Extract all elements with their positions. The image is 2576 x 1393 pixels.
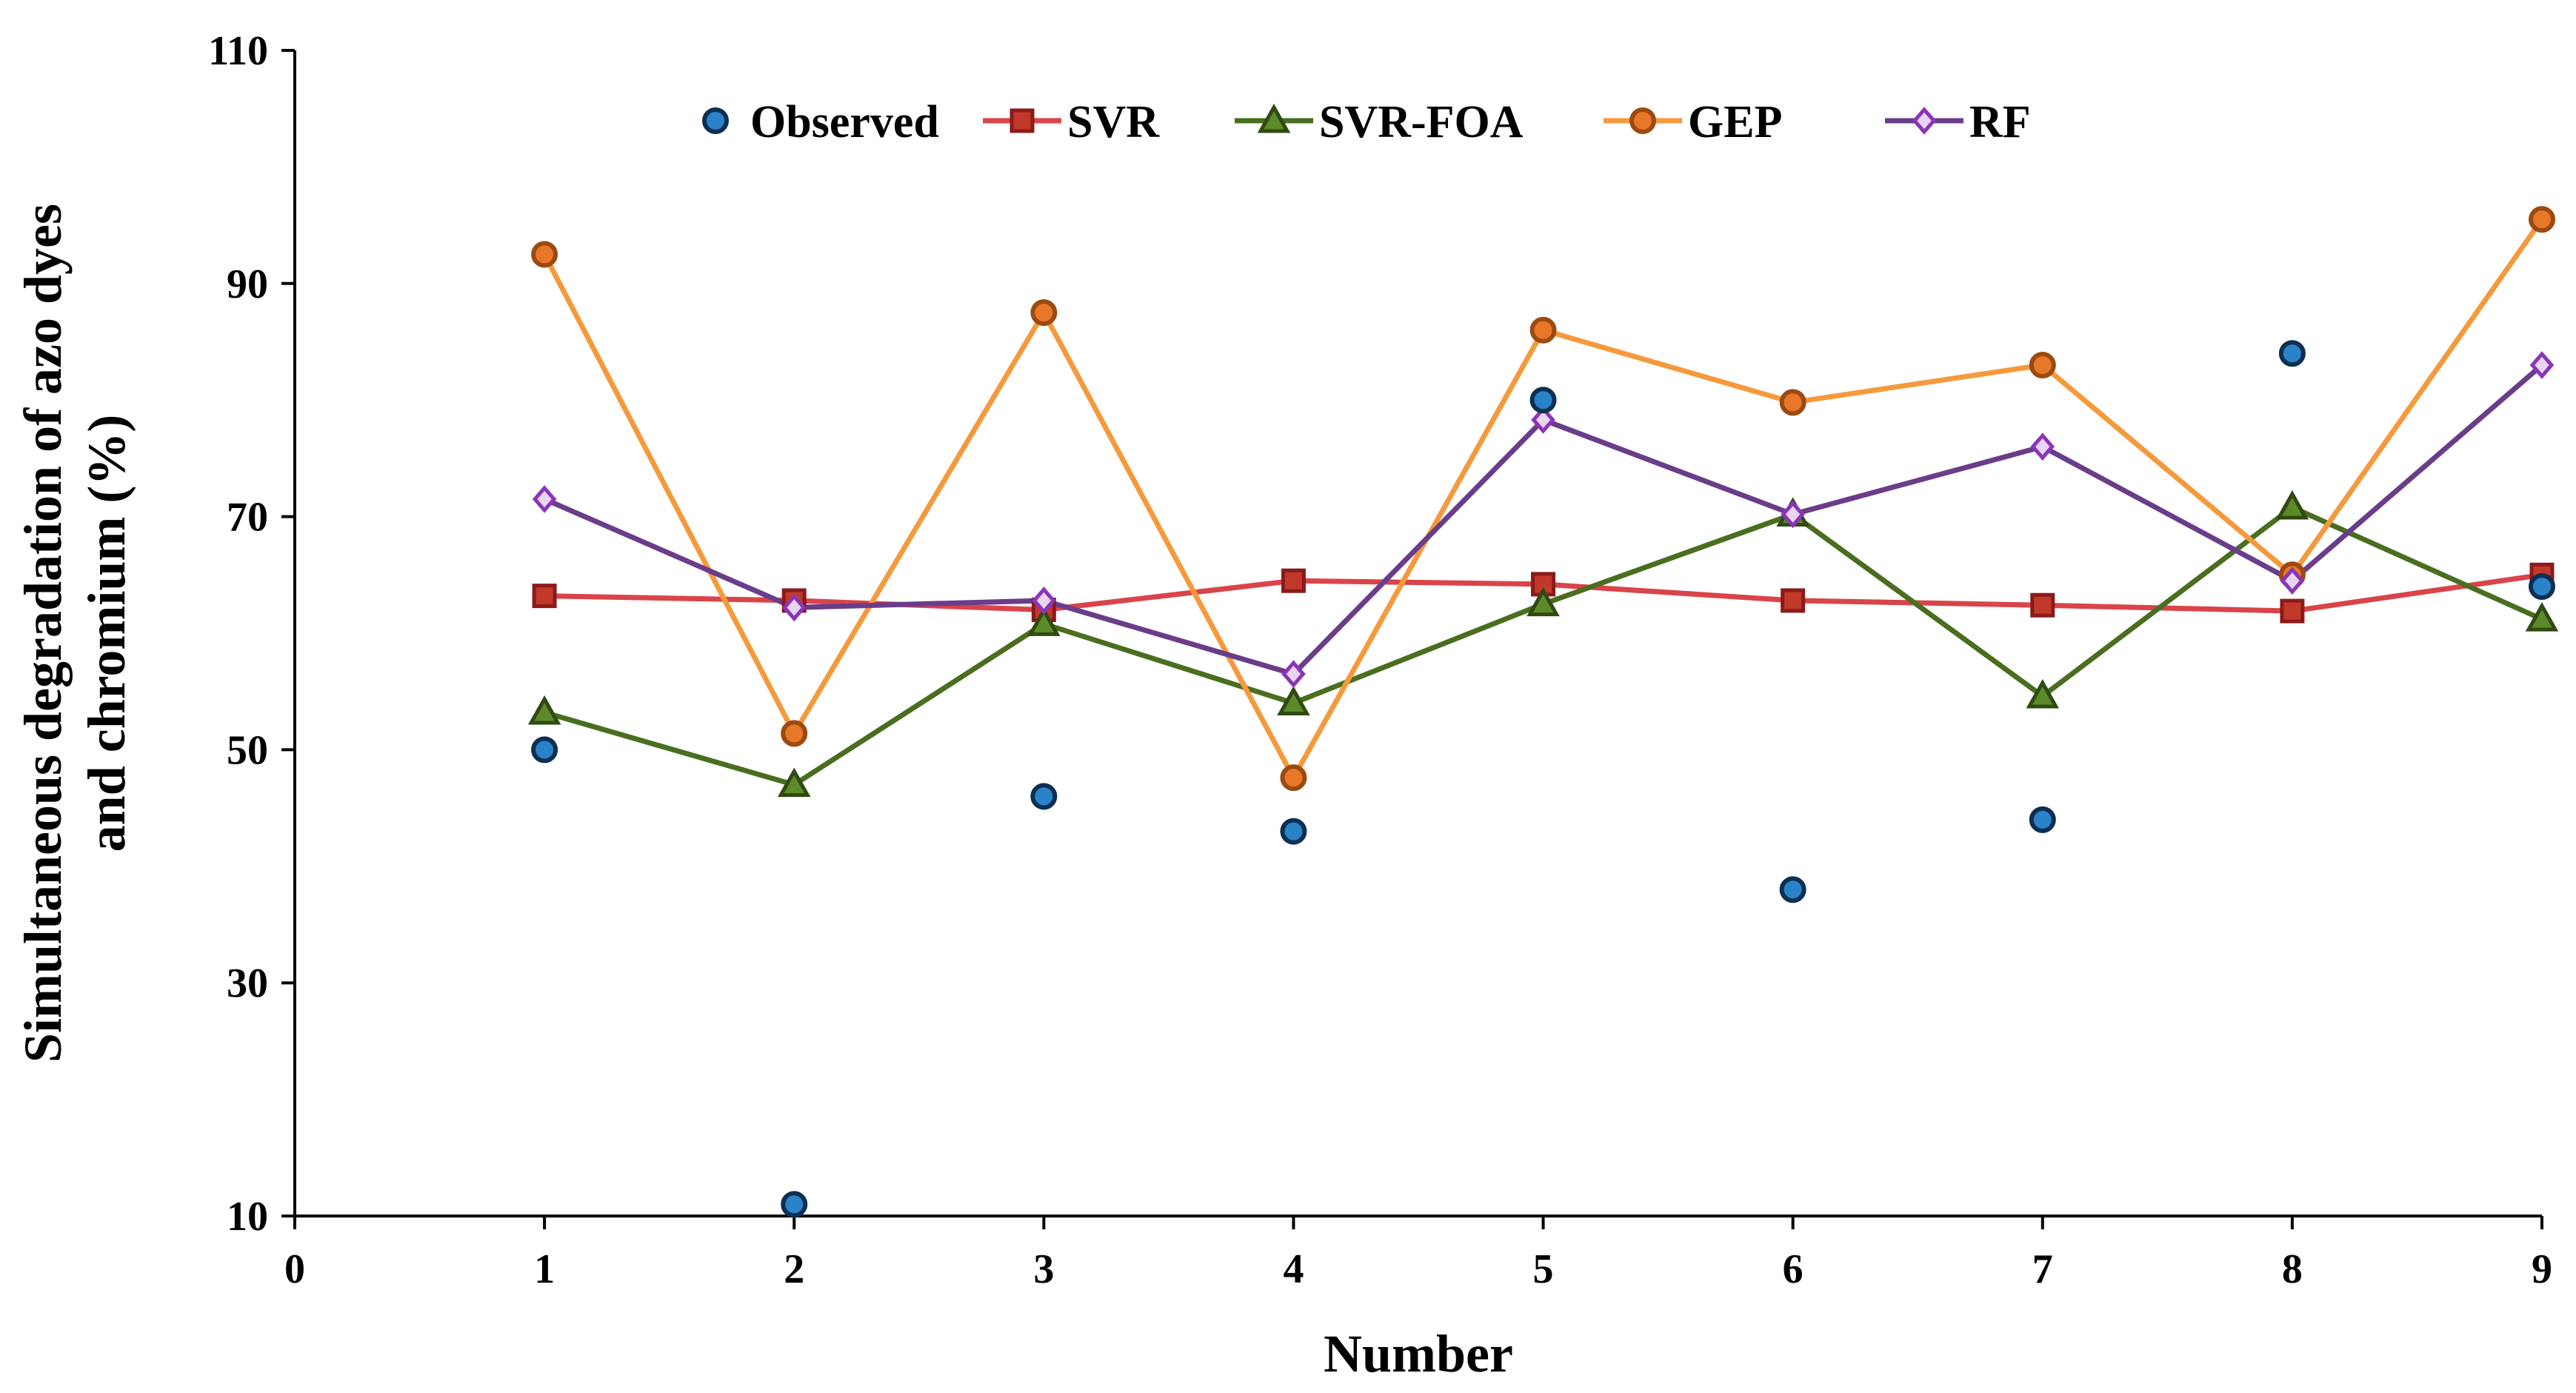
point-svr-foa: [777, 767, 811, 798]
point-gep: [1529, 316, 1557, 344]
legend-label: GEP: [1688, 97, 1782, 147]
legend-item-svr: SVR: [983, 97, 1160, 147]
legend-marker: [1912, 107, 1937, 135]
point-svr-foa: [2525, 602, 2559, 632]
legend: Observed SVR SVR-FOA GEP RF: [702, 97, 2031, 147]
x-tick-label: 2: [784, 1246, 804, 1292]
point-svr-foa: [2275, 490, 2309, 520]
point-svr-foa: [1277, 686, 1310, 715]
point-rf: [781, 593, 807, 622]
axes: [293, 50, 2542, 1217]
point-observed: [2529, 573, 2555, 601]
x-tick-label: 1: [534, 1246, 555, 1292]
x-tick-label: 4: [1283, 1246, 1304, 1292]
series-lines: [542, 218, 2544, 788]
point-rf: [1032, 587, 1056, 615]
x-axis-title: Number: [1324, 1324, 1513, 1383]
point-gep: [2029, 351, 2056, 378]
legend-item-svr-foa: SVR-FOA: [1235, 97, 1524, 147]
y-tick-label: 90: [227, 261, 268, 307]
point-observed: [2029, 806, 2056, 833]
point-rf: [2280, 567, 2305, 595]
x-tick-label: 0: [284, 1246, 305, 1292]
point-rf: [532, 485, 557, 513]
legend-label: Observed: [750, 97, 939, 147]
point-rf: [2529, 351, 2555, 379]
point-svr: [1781, 588, 1806, 613]
point-svr: [1531, 572, 1556, 597]
ticks: 10 30 50 70 90 110 0 1 2 3 4 5 6 7 8 9: [208, 28, 2552, 1292]
legend-marker: [1257, 103, 1291, 133]
y-tick-label: 70: [227, 495, 268, 541]
y-tick-label: 50: [227, 727, 268, 773]
point-observed: [531, 736, 558, 764]
point-gep: [2529, 206, 2555, 233]
legend-marker: [1010, 108, 1035, 133]
series-markers: [527, 206, 2559, 1218]
series-line-gep: [542, 218, 2544, 781]
x-tick-label: 6: [1783, 1246, 1803, 1292]
y-axis-title-line1: Simultaneous degradation of azo dyes: [13, 204, 73, 1063]
point-svr: [2030, 592, 2055, 618]
point-svr: [532, 584, 557, 609]
legend-label: SVR-FOA: [1319, 97, 1524, 147]
legend-item-gep: GEP: [1604, 97, 1782, 147]
x-tick-label: 9: [2532, 1246, 2552, 1292]
x-tick-label: 8: [2282, 1246, 2303, 1292]
legend-label: SVR: [1067, 97, 1160, 147]
point-rf: [2030, 432, 2055, 461]
point-rf: [1281, 660, 1306, 688]
point-svr-foa: [2026, 678, 2060, 709]
point-observed: [1280, 818, 1307, 845]
y-tick-label: 10: [227, 1194, 268, 1240]
point-observed: [1529, 387, 1557, 414]
point-observed: [2278, 340, 2306, 367]
point-gep: [781, 720, 808, 747]
legend-item-rf: RF: [1885, 97, 2031, 147]
point-svr: [2280, 598, 2305, 624]
point-gep: [1030, 299, 1058, 327]
point-observed: [1030, 783, 1058, 810]
legend-marker: [702, 107, 729, 134]
point-gep: [1779, 389, 1806, 416]
legend-item-observed: Observed: [702, 97, 939, 147]
legend-marker: [1629, 107, 1656, 134]
point-svr-foa: [527, 695, 561, 725]
y-tick-label: 110: [208, 28, 268, 74]
point-gep: [1280, 764, 1307, 792]
point-svr-foa: [1526, 587, 1560, 617]
legend-label: RF: [1969, 97, 2031, 147]
x-tick-label: 7: [2032, 1246, 2053, 1292]
point-rf: [1781, 500, 1805, 529]
point-svr-foa: [1027, 607, 1061, 636]
y-tick-label: 30: [227, 961, 268, 1006]
point-gep: [531, 241, 558, 268]
x-tick-label: 3: [1033, 1246, 1054, 1292]
point-observed: [781, 1191, 808, 1218]
point-rf: [1531, 406, 1555, 434]
y-axis-title-line2: and chromium (%): [77, 415, 136, 852]
point-observed: [1779, 876, 1806, 903]
x-tick-label: 5: [1533, 1246, 1554, 1292]
point-svr: [1281, 568, 1306, 593]
